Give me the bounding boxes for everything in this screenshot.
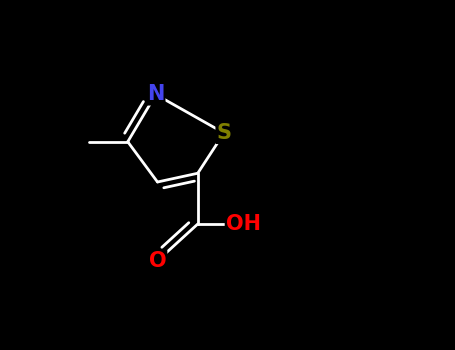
Text: O: O <box>149 251 167 271</box>
Text: OH: OH <box>226 214 261 234</box>
Text: N: N <box>147 84 164 105</box>
Text: S: S <box>217 123 232 143</box>
